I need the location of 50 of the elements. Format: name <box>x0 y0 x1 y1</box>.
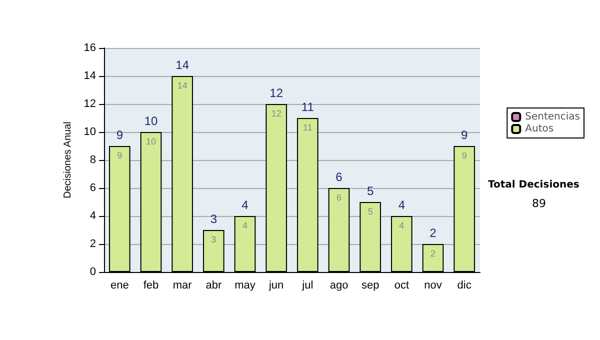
x-tick-label: ago <box>330 280 348 292</box>
y-tick-label: 12 <box>84 98 96 110</box>
total-label: 6 <box>336 170 343 184</box>
total-label: 12 <box>270 86 284 100</box>
x-tick-label: jul <box>301 280 314 292</box>
y-tick-label: 10 <box>84 126 96 138</box>
data-label: 9 <box>462 150 467 160</box>
y-tick-label: 6 <box>90 182 96 194</box>
x-tick-label: feb <box>143 280 159 292</box>
y-axis-title: Decisiones Anual <box>62 122 74 198</box>
data-label: 14 <box>177 80 188 90</box>
total-label: 10 <box>144 114 158 128</box>
x-tick-label: mar <box>172 280 192 292</box>
total-label: 14 <box>176 58 190 72</box>
y-tick-label: 4 <box>90 210 96 222</box>
y-tick-label: 0 <box>90 266 96 278</box>
data-label: 12 <box>271 108 282 118</box>
total-label: 5 <box>366 184 374 198</box>
legend-label: Autos <box>525 124 554 134</box>
data-label: 3 <box>211 234 216 244</box>
total-label: 3 <box>210 212 218 226</box>
x-tick-label: ene <box>110 280 129 292</box>
data-label: 2 <box>430 248 436 258</box>
total-label: 4 <box>242 198 249 212</box>
x-tick-label: oct <box>394 280 410 292</box>
text: 89 <box>532 197 546 210</box>
x-tick-label: dic <box>457 280 472 292</box>
x-tick-label: jun <box>268 280 284 292</box>
x-tick-label: nov <box>424 280 442 292</box>
text: Total Decisiones <box>488 180 580 190</box>
data-label: 4 <box>242 220 248 230</box>
data-label: 5 <box>368 206 373 216</box>
total-label: 9 <box>460 128 468 142</box>
x-tick-label: may <box>234 280 256 292</box>
data-label: 9 <box>117 150 122 160</box>
x-tick-label: abr <box>206 280 222 292</box>
y-tick-label: 14 <box>84 70 96 82</box>
total-label: 11 <box>301 100 314 114</box>
x-tick-label: sep <box>361 280 380 292</box>
legend-label: Sentencias <box>525 112 580 122</box>
y-tick-label: 16 <box>84 42 96 54</box>
total-label: 9 <box>116 128 124 142</box>
data-label: 10 <box>146 136 156 146</box>
data-label: 11 <box>302 122 312 132</box>
y-tick-label: 2 <box>90 238 96 250</box>
data-label: 4 <box>399 220 404 230</box>
total-label: 4 <box>398 198 406 212</box>
total-label: 2 <box>430 226 437 240</box>
y-tick-label: 8 <box>90 154 96 166</box>
data-label: 6 <box>336 192 342 202</box>
